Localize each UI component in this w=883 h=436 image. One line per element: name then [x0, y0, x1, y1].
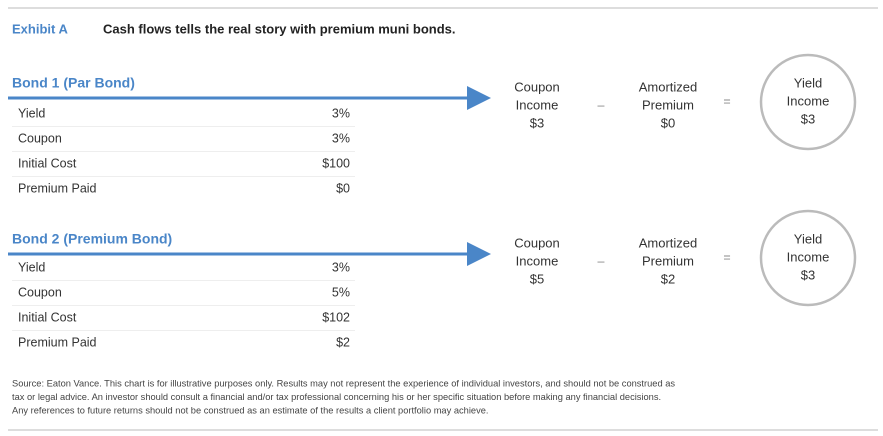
bond-title: Bond 1 (Par Bond) — [12, 75, 135, 91]
row-label: Initial Cost — [18, 310, 77, 324]
amortized-premium: Premium — [642, 97, 694, 112]
coupon-income: Income — [516, 97, 559, 112]
amortized-premium: Amortized — [639, 79, 698, 94]
footnote: tax or legal advice. An investor should … — [12, 392, 661, 402]
amortized-premium: Amortized — [639, 235, 698, 250]
row-value: 5% — [332, 285, 350, 299]
row-label: Yield — [18, 260, 45, 274]
row-label: Premium Paid — [18, 181, 97, 195]
row-value: 3% — [332, 260, 350, 274]
row-value: 3% — [332, 131, 350, 145]
yield-income: $3 — [801, 267, 815, 282]
footnote: Any references to future returns should … — [12, 405, 488, 415]
row-label: Premium Paid — [18, 335, 97, 349]
coupon-income: Coupon — [514, 235, 560, 250]
amortized-premium: $2 — [661, 271, 675, 286]
amortized-premium: Premium — [642, 253, 694, 268]
minus: – — [598, 254, 605, 268]
row-value: $2 — [336, 335, 350, 349]
yield-income: Yield — [794, 231, 822, 246]
equals: = — [723, 94, 730, 108]
coupon-income: Coupon — [514, 79, 560, 94]
footnote: Source: Eaton Vance. This chart is for i… — [12, 378, 675, 388]
bond-title: Bond 2 (Premium Bond) — [12, 231, 172, 247]
coupon-income: $5 — [530, 271, 544, 286]
yield-income: Yield — [794, 75, 822, 90]
coupon-income: $3 — [530, 115, 544, 130]
amortized-premium: $0 — [661, 115, 675, 130]
yield-circle — [759, 53, 857, 151]
row-value: $100 — [322, 156, 350, 170]
row-label: Coupon — [18, 285, 62, 299]
exhibit-label: Exhibit A — [12, 21, 68, 36]
row-label: Coupon — [18, 131, 62, 145]
row-value: $0 — [336, 181, 350, 195]
exhibit-title: Cash flows tells the real story with pre… — [103, 21, 456, 36]
minus: – — [598, 98, 605, 112]
row-label: Initial Cost — [18, 156, 77, 170]
row-value: 3% — [332, 106, 350, 120]
yield-income: $3 — [801, 111, 815, 126]
coupon-income: Income — [516, 253, 559, 268]
equals: = — [723, 250, 730, 264]
row-value: $102 — [322, 310, 350, 324]
yield-income: Income — [787, 93, 830, 108]
yield-circle — [759, 209, 857, 307]
row-label: Yield — [18, 106, 45, 120]
yield-income: Income — [787, 249, 830, 264]
